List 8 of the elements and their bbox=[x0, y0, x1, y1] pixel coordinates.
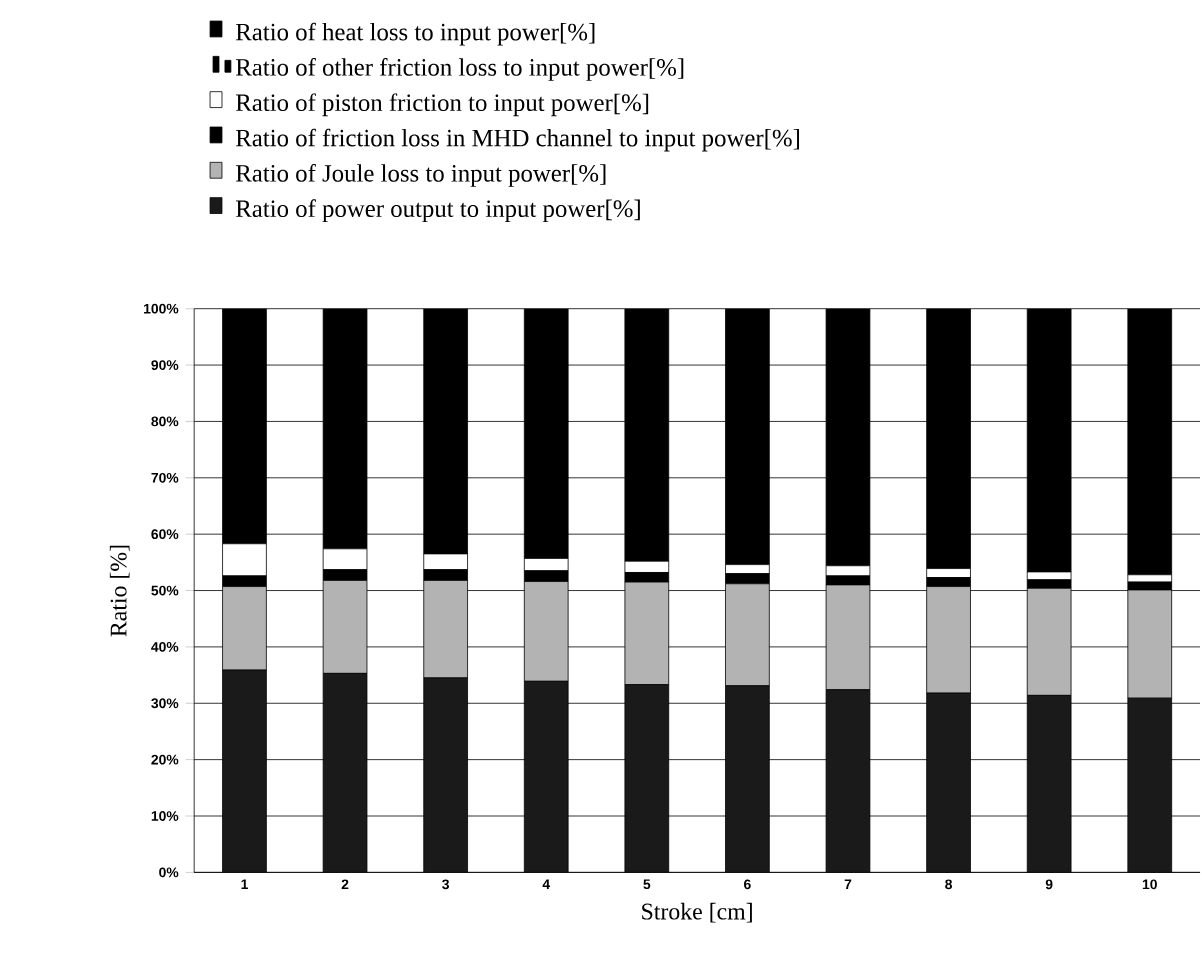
y-axis-title: Ratio [%] bbox=[109, 545, 130, 637]
legend-label: Ratio of heat loss to input power[%] bbox=[235, 22, 595, 46]
legend-label: Ratio of friction loss in MHD channel to input power[%] bbox=[235, 128, 799, 152]
legend-label: Ratio of power output to input power[%] bbox=[235, 199, 640, 223]
legend-label: Ratio of other friction loss to input power[%] bbox=[235, 58, 684, 81]
legend-label: Ratio of piston friction to input power[%] bbox=[235, 93, 649, 117]
legend-label: Ratio of Joule loss to input power[%] bbox=[235, 164, 606, 187]
x-axis-title: Stroke [cm] bbox=[642, 902, 752, 923]
